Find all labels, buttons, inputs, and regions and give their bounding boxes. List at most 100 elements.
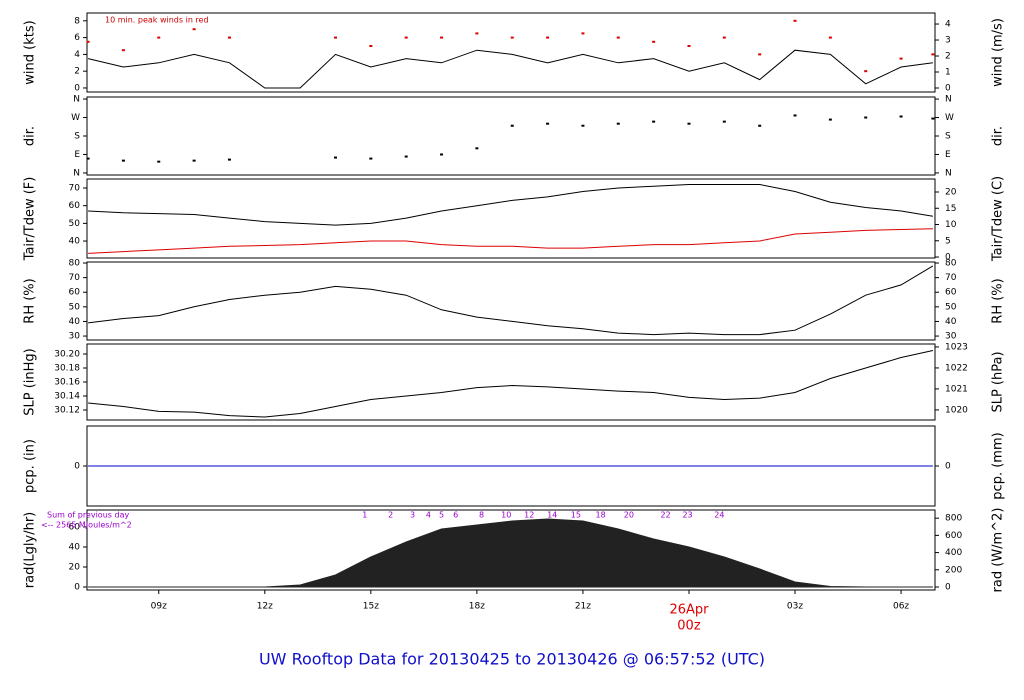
y-tick-label: 60 — [69, 201, 81, 211]
data-point — [864, 70, 868, 73]
y2-axis-label: wind (m/s) — [991, 18, 1006, 87]
data-point — [475, 147, 479, 150]
data-point — [687, 44, 691, 47]
x-tick-label: 15z — [363, 602, 379, 612]
y-tick-label: 50 — [69, 302, 81, 312]
cumulative-mark: 3 — [410, 511, 415, 520]
y2-tick-label: 5 — [945, 236, 951, 246]
y2-tick-label: W — [945, 113, 954, 123]
data-point — [722, 36, 726, 39]
y2-tick-label: 0 — [945, 84, 951, 94]
data-point — [546, 36, 550, 39]
x-tick-label: 06z — [893, 602, 909, 612]
cumulative-mark: 14 — [547, 511, 557, 520]
data-point — [616, 36, 620, 39]
data-point — [616, 122, 620, 125]
data-point — [899, 57, 903, 60]
data-point — [440, 36, 444, 39]
x-tick-label: 03z — [787, 602, 803, 612]
y-tick-label: 40 — [69, 317, 81, 327]
data-point — [899, 115, 903, 118]
y2-tick-label: 1023 — [945, 342, 968, 352]
cumulative-mark: 23 — [682, 511, 692, 520]
y2-axis-label: RH (%) — [991, 278, 1006, 323]
y-tick-label: N — [73, 95, 80, 105]
y-tick-label: 70 — [69, 273, 81, 283]
annotation: 10 min. peak winds in red — [105, 16, 209, 25]
y2-tick-label: 200 — [945, 565, 962, 575]
y2-tick-label: 4 — [945, 20, 951, 30]
y2-tick-label: N — [945, 95, 952, 105]
y-tick-label: 80 — [69, 259, 81, 269]
y2-tick-label: 0 — [945, 253, 951, 263]
line — [88, 184, 933, 226]
y-tick-label: 4 — [74, 50, 80, 60]
data-point — [931, 53, 935, 56]
data-point — [192, 28, 196, 31]
data-point — [758, 124, 762, 127]
y2-tick-label: 800 — [945, 514, 962, 524]
line — [88, 265, 934, 336]
y2-tick-label: 3 — [945, 36, 951, 46]
panel-frame — [86, 96, 936, 176]
data-point — [157, 36, 161, 39]
y2-tick-label: 0 — [945, 582, 951, 592]
data-point — [86, 40, 90, 43]
data-point — [157, 160, 161, 163]
data-point — [227, 158, 231, 161]
panel-frame — [86, 343, 936, 421]
y-tick-label: 30.18 — [54, 364, 80, 374]
data-point — [758, 53, 762, 56]
data-point — [652, 40, 656, 43]
note: Sum of previous day — [47, 511, 129, 520]
y-tick-label: S — [74, 132, 80, 142]
area — [88, 518, 933, 588]
y-tick-label: 30 — [69, 332, 81, 342]
data-point — [722, 120, 726, 123]
cumulative-mark: 5 — [439, 511, 444, 520]
y-axis-label: RH (%) — [23, 278, 38, 323]
y2-tick-label: 2 — [945, 52, 951, 62]
data-point — [121, 49, 125, 52]
cumulative-mark: 2 — [388, 511, 393, 520]
x-tick-label: 21z — [575, 602, 591, 612]
data-point — [404, 36, 408, 39]
y-tick-label: 70 — [69, 184, 81, 194]
y-tick-label: 8 — [74, 16, 80, 26]
y-tick-label: N — [73, 168, 80, 178]
cumulative-mark: 6 — [453, 511, 458, 520]
y2-axis-label: dir. — [991, 126, 1006, 146]
y-tick-label: 40 — [69, 237, 81, 247]
line — [88, 228, 933, 254]
data-point — [652, 120, 656, 123]
data-point — [793, 114, 797, 117]
data-point — [475, 32, 479, 35]
cumulative-mark: 20 — [624, 511, 634, 520]
data-point — [369, 157, 373, 160]
y2-tick-label: 50 — [945, 302, 957, 312]
date-label: 26Apr — [669, 603, 709, 618]
x-tick-label: 00z — [677, 619, 701, 634]
data-point — [864, 116, 868, 119]
data-point — [369, 44, 373, 47]
data-point — [440, 153, 444, 156]
y2-tick-label: 80 — [945, 259, 957, 269]
data-point — [333, 156, 337, 159]
cumulative-mark: 12 — [524, 511, 534, 520]
y-tick-label: W — [71, 113, 80, 123]
y2-tick-label: 60 — [945, 288, 957, 298]
panel-frame — [86, 178, 936, 259]
y-tick-label: 2 — [74, 67, 80, 77]
data-point — [687, 122, 691, 125]
chart-title: UW Rooftop Data for 20130425 to 20130426… — [259, 650, 765, 669]
y2-tick-label: E — [945, 150, 951, 160]
data-point — [828, 36, 832, 39]
data-point — [192, 159, 196, 162]
y-axis-label: SLP (inHg) — [23, 348, 38, 416]
y2-axis-label: SLP (hPa) — [991, 351, 1006, 412]
y2-axis-label: Tair/Tdew (C) — [991, 176, 1006, 262]
data-point — [828, 118, 832, 121]
data-point — [333, 36, 337, 39]
y-tick-label: 30.14 — [54, 391, 80, 401]
